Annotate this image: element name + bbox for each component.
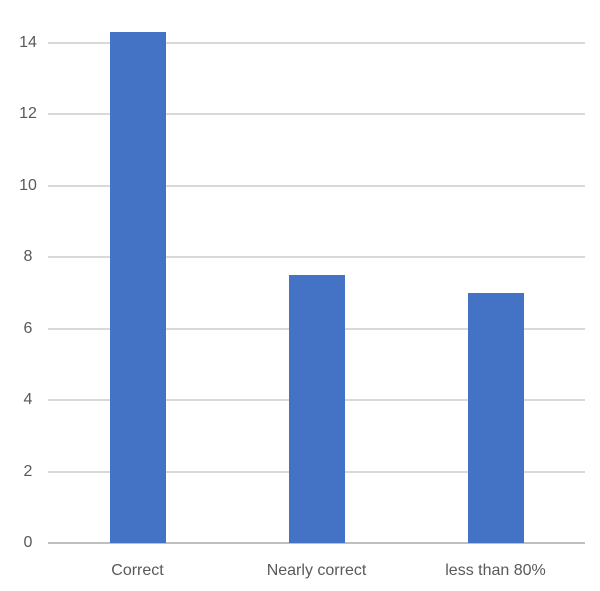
bar-nearly-correct (288, 275, 345, 543)
y-tick-label: 0 (23, 534, 33, 551)
gridline (48, 256, 585, 259)
x-axis-line (48, 542, 585, 544)
y-tick-label: 8 (23, 248, 33, 266)
bar-correct (109, 32, 166, 543)
x-category-label: Correct (111, 562, 164, 579)
x-category-label: less than 80% (445, 562, 546, 579)
gridline (48, 42, 585, 44)
y-tick-label: 4 (23, 391, 33, 409)
y-tick-label: 12 (19, 105, 37, 123)
y-tick-label: 6 (23, 319, 33, 337)
x-category-label: Nearly correct (266, 562, 367, 579)
y-tick-label: 10 (19, 176, 37, 194)
y-tick-label: 14 (19, 34, 37, 51)
gridline (48, 184, 585, 187)
bar-less-than-80- (467, 293, 524, 543)
y-tick-label: 2 (23, 462, 33, 480)
gridline (48, 113, 585, 116)
